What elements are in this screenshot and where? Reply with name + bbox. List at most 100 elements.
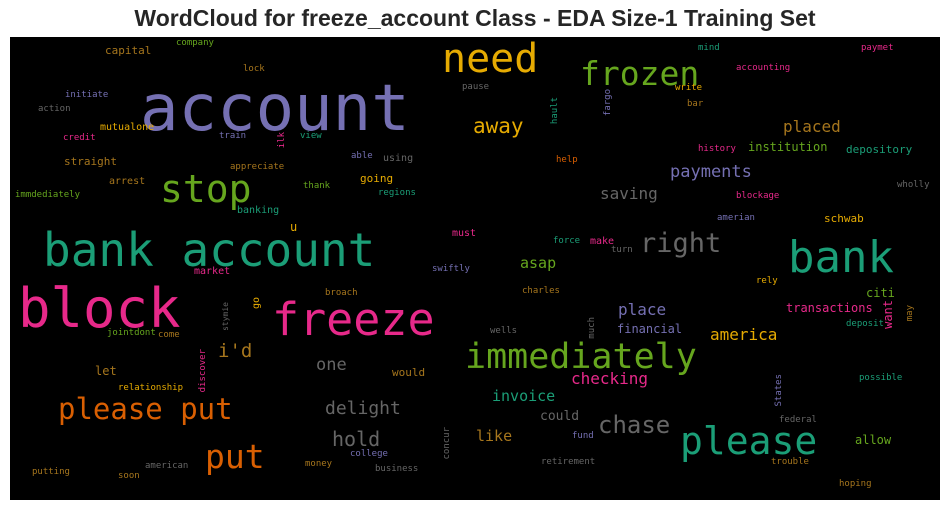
word-citi: citi — [866, 286, 895, 300]
word-straight: straight — [64, 155, 117, 168]
word-would: would — [392, 366, 426, 379]
word-jointdont: jointdont — [107, 328, 156, 338]
word-rely: rely — [756, 276, 778, 286]
word-blockage: blockage — [736, 191, 780, 201]
word-deposit: deposit — [846, 319, 884, 329]
word-wholly: wholly — [897, 180, 930, 190]
word-lock: lock — [243, 64, 265, 74]
word-frozen: frozen — [580, 54, 700, 93]
word-arrest: arrest — [109, 176, 146, 187]
word-paymet: paymet — [861, 43, 894, 53]
word-placed: placed — [783, 117, 841, 136]
word-block: block — [18, 277, 181, 340]
word-company: company — [176, 38, 214, 48]
word-charles: charles — [522, 286, 560, 296]
word-mutualone: mutualone — [100, 122, 155, 133]
word-away: away — [473, 114, 524, 138]
word-fund: fund — [572, 431, 594, 441]
word-go: go — [251, 297, 262, 310]
word-place: place — [618, 300, 667, 319]
word-schwab: schwab — [824, 212, 864, 225]
word-please: please — [680, 419, 818, 463]
word-retirement: retirement — [541, 457, 596, 467]
word-market: market — [194, 266, 231, 277]
word-pause: pause — [462, 82, 490, 92]
word-checking: checking — [571, 369, 649, 388]
word-much: much — [587, 317, 597, 339]
word-put: put — [205, 437, 265, 476]
word-ilk: ilk — [277, 132, 287, 149]
word-banking: banking — [237, 205, 280, 216]
word-bank-account: bank account — [43, 223, 376, 277]
word-financial: financial — [617, 322, 683, 336]
word-going: going — [360, 172, 394, 185]
word-immdediately: immdediately — [15, 190, 81, 200]
word-amerian: amerian — [717, 213, 755, 223]
word-transactions: transactions — [786, 301, 873, 315]
word-bank: bank — [788, 232, 894, 283]
word-concur: concur — [442, 427, 452, 460]
word-college: college — [350, 449, 388, 459]
word-make: make — [590, 236, 615, 247]
word-business: business — [375, 464, 419, 474]
word-account: account — [140, 72, 410, 146]
word-states: States — [774, 374, 784, 407]
word-please-put: please put — [58, 392, 233, 426]
word-like: like — [476, 427, 513, 445]
word-putting: putting — [32, 467, 70, 477]
word-payments: payments — [670, 162, 752, 182]
word-relationship: relationship — [118, 383, 184, 393]
word-turn: turn — [611, 245, 633, 255]
word-need: need — [442, 37, 539, 82]
word-hault: hault — [550, 97, 560, 125]
word-depository: depository — [846, 143, 913, 156]
word-delight: delight — [325, 398, 401, 419]
word-u: u — [290, 220, 298, 234]
word-could: could — [540, 409, 580, 424]
word-appreciate: appreciate — [230, 162, 285, 172]
word-american: american — [145, 461, 189, 471]
word-write: write — [675, 83, 703, 93]
word-regions: regions — [378, 188, 416, 198]
word-saving: saving — [600, 184, 658, 203]
word-america: america — [710, 325, 778, 344]
word-view: view — [300, 131, 322, 141]
word-train: train — [219, 131, 247, 141]
word-force: force — [553, 236, 581, 246]
word-discover: discover — [198, 349, 208, 393]
word-wells: wells — [490, 326, 518, 336]
word-stymie: stymie — [221, 302, 230, 331]
word-right: right — [640, 228, 722, 259]
word-freeze: freeze — [272, 293, 435, 346]
word-hoping: hoping — [839, 479, 872, 489]
word-help: help — [556, 155, 578, 165]
word-swiftly: swiftly — [432, 264, 470, 274]
word-fargo: fargo — [603, 89, 613, 117]
word-initiate: initiate — [65, 90, 109, 100]
word-capital: capital — [105, 44, 152, 57]
word-may: may — [905, 305, 915, 322]
word-broach: broach — [325, 288, 358, 298]
word-allow: allow — [855, 433, 892, 447]
word-one: one — [316, 355, 347, 375]
chart-title: WordCloud for freeze_account Class - EDA… — [134, 5, 816, 31]
word-immediately: immediately — [465, 337, 697, 377]
word-money: money — [305, 459, 333, 469]
word-bar: bar — [687, 99, 704, 109]
word-soon: soon — [118, 471, 140, 481]
word-institution: institution — [748, 140, 828, 154]
word-federal: federal — [779, 415, 817, 425]
word-come: come — [158, 330, 180, 340]
word-stop: stop — [160, 167, 252, 211]
word-thank: thank — [303, 181, 331, 191]
word-trouble: trouble — [771, 457, 809, 467]
word-mind: mind — [698, 43, 720, 53]
word-accounting: accounting — [736, 63, 791, 73]
word-chase: chase — [598, 411, 671, 439]
word-able: able — [351, 151, 373, 161]
word-using: using — [383, 153, 414, 164]
word-hold: hold — [332, 427, 381, 451]
word-action: action — [38, 104, 71, 114]
word-invoice: invoice — [492, 387, 556, 405]
word-credit: credit — [63, 133, 96, 143]
